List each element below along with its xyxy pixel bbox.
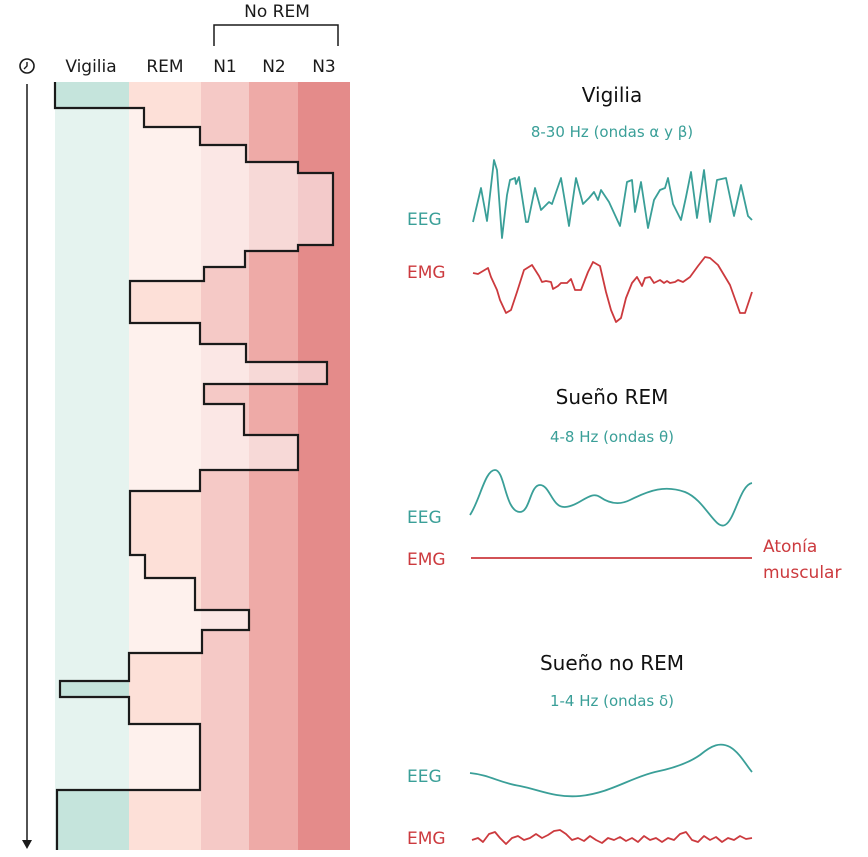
column-label-n2: N2 [262,57,286,77]
panel-subtitle-rem: 4-8 Hz (ondas θ) [550,428,674,446]
hypnogram-line [53,82,335,850]
clock-icon [19,58,35,74]
emg-label-nrem: EMG [407,829,446,849]
column-label-vigilia: Vigilia [65,57,116,77]
panel-subtitle-vigilia: 8-30 Hz (ondas α y β) [531,123,693,141]
eeg-label-nrem: EEG [407,767,442,787]
emg-wave-vigilia [472,256,753,323]
panel-title-nrem: Sueño no REM [540,651,684,675]
emg-label-vigilia: EMG [407,263,446,283]
eeg-wave-nrem [469,743,753,798]
eeg-label-rem: EEG [407,508,442,528]
eeg-label-vigilia: EEG [407,210,442,230]
no-rem-group-label: No REM [244,2,310,22]
column-label-n1: N1 [213,57,237,77]
column-label-rem: REM [146,57,183,77]
emg-label-rem: EMG [407,550,446,570]
emg-wave-nrem [471,829,753,845]
atonia-note-line2: muscular [763,563,841,583]
panel-title-vigilia: Vigilia [582,83,642,107]
column-label-n3: N3 [312,57,336,77]
no-rem-bracket [213,24,339,46]
panel-subtitle-nrem: 1-4 Hz (ondas δ) [550,692,674,710]
time-arrow [22,84,32,849]
hypnogram-wash [55,82,333,850]
eeg-wave-rem [469,469,753,527]
eeg-wave-vigilia [472,159,753,239]
atonia-note-line1: Atonía [763,537,817,557]
panel-title-rem: Sueño REM [556,385,669,409]
